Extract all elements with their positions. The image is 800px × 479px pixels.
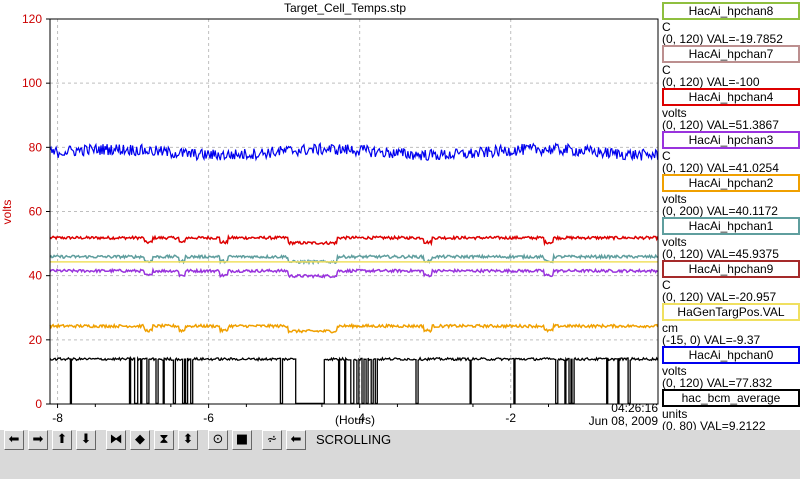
legend-item[interactable]: HacAi_hpchan1 volts (0, 120) VAL=45.9375 (660, 217, 800, 265)
y-tick-label: 20 (29, 333, 43, 347)
timestamp-time: 04:26:16 (611, 401, 658, 415)
y-axis-label: volts (0, 200, 14, 225)
legend-series-unit: units (662, 407, 688, 421)
legend-series-name[interactable]: HacAi_hpchan3 (662, 131, 800, 149)
series-line-HacAi_hpchan3 (49, 267, 659, 279)
series-line-HacAi_hpchan1 (49, 252, 658, 266)
legend-series-unit: volts (662, 192, 687, 206)
y-tick-label: 0 (35, 397, 42, 411)
legend-series-unit: C (662, 278, 671, 292)
legend-item[interactable]: HacAi_hpchan4 volts (0, 120) VAL=51.3867 (660, 88, 800, 136)
legend-item[interactable]: HaGenTargPos.VAL cm (-15, 0) VAL=-9.37 (660, 303, 800, 351)
legend-series-unit: C (662, 20, 671, 34)
series-line-HacAi_hpchan4 (49, 233, 659, 247)
legend-item[interactable]: HacAi_hpchan0 volts (0, 120) VAL=77.832 (660, 346, 800, 394)
y-tick-label: 100 (22, 76, 42, 90)
legend-item[interactable]: HacAi_hpchan9 C (0, 120) VAL=-20.957 (660, 260, 800, 308)
legend-series-range: (-15, 0) VAL=-9.37 (662, 333, 761, 347)
legend-series-range: (0, 80) VAL=9.2122 (662, 419, 766, 433)
series-line-HacAi_hpchan2 (49, 322, 659, 334)
legend-series-unit: C (662, 149, 671, 163)
chart-plot: Target_Cell_Temps.stp 0 20 40 60 80 100 120 -8 -… (0, 1, 659, 428)
scroll-left-icon[interactable]: ⬅ (4, 430, 24, 450)
zoom-in-x-icon[interactable]: ⧓ (106, 430, 126, 450)
legend-series-name[interactable]: HacAi_hpchan7 (662, 45, 800, 63)
zoom-out-y-icon[interactable]: ⬍ (178, 430, 198, 450)
toolbar: ⬅ ➡ ⬆ ⬇ ⧓ ◆ ⧗ ⬍ ⊙ ■ ⩫ ⬅ SCROLLING (0, 430, 800, 479)
legend-series-name[interactable]: HacAi_hpchan0 (662, 346, 800, 364)
zoom-in-y-icon[interactable]: ⧗ (154, 430, 174, 450)
legend-series-unit: volts (662, 235, 687, 249)
legend-series-range: (0, 120) VAL=51.3867 (662, 118, 779, 132)
legend: HacAi_hpchan8 C (0, 120) VAL=-19.7852 HacAi… (660, 0, 800, 433)
legend-series-range: (0, 120) VAL=41.0254 (662, 161, 779, 175)
x-axis-label: (Hours) (335, 413, 375, 427)
legend-item[interactable]: hac_bcm_average units (0, 80) VAL=9.2122 (660, 389, 800, 437)
legend-series-range: (0, 120) VAL=45.9375 (662, 247, 779, 261)
x-tick-label: -6 (203, 411, 214, 425)
series-line-hac_bcm_average (49, 355, 659, 405)
legend-series-unit: volts (662, 364, 687, 378)
scroll-down-icon[interactable]: ⬇ (76, 430, 96, 450)
zoom-out-x-icon[interactable]: ◆ (130, 430, 150, 450)
x-tick-label: -8 (52, 411, 63, 425)
grid (50, 19, 658, 404)
scrolling-status: SCROLLING (316, 432, 392, 447)
y-tick-label: 60 (29, 205, 43, 219)
legend-series-range: (0, 120) VAL=-100 (662, 75, 760, 89)
legend-series-unit: volts (662, 106, 687, 120)
axis-ticks: 0 20 40 60 80 100 120 -8 -6 -4 -2 (22, 12, 549, 425)
legend-series-name[interactable]: HacAi_hpchan1 (662, 217, 800, 235)
chart-title: Target_Cell_Temps.stp (284, 1, 406, 15)
back-icon[interactable]: ⬅ (286, 430, 306, 450)
legend-series-unit: C (662, 63, 671, 77)
legend-series-range: (0, 120) VAL=-20.957 (662, 290, 777, 304)
x-tick-label: -2 (505, 411, 516, 425)
legend-series-range: (0, 200) VAL=40.1172 (662, 204, 778, 218)
legend-series-name[interactable]: HacAi_hpchan4 (662, 88, 800, 106)
stop-icon[interactable]: ■ (232, 430, 252, 450)
scroll-right-icon[interactable]: ➡ (28, 430, 48, 450)
legend-series-name[interactable]: HacAi_hpchan9 (662, 260, 800, 278)
x-tick-label: -4 (354, 411, 365, 425)
series-line-HacAi_hpchan0 (49, 142, 659, 162)
legend-item[interactable]: HacAi_hpchan3 C (0, 120) VAL=41.0254 (660, 131, 800, 179)
legend-series-name[interactable]: HaGenTargPos.VAL (662, 303, 800, 321)
legend-series-range: (0, 120) VAL=-19.7852 (662, 32, 783, 46)
y-tick-label: 40 (29, 269, 43, 283)
scroll-up-icon[interactable]: ⬆ (52, 430, 72, 450)
y-tick-label: 120 (22, 12, 42, 26)
toolbar-row: ⬅ ➡ ⬆ ⬇ ⧓ ◆ ⧗ ⬍ ⊙ ■ ⩫ ⬅ (0, 430, 800, 450)
series-layer (49, 142, 659, 405)
y-tick-label: 80 (29, 140, 43, 154)
legend-item[interactable]: HacAi_hpchan8 C (0, 120) VAL=-19.7852 (660, 2, 800, 50)
legend-item[interactable]: HacAi_hpchan7 C (0, 120) VAL=-100 (660, 45, 800, 93)
legend-item[interactable]: HacAi_hpchan2 volts (0, 200) VAL=40.1172 (660, 174, 800, 222)
legend-series-name[interactable]: HacAi_hpchan8 (662, 2, 800, 20)
legend-series-name[interactable]: HacAi_hpchan2 (662, 174, 800, 192)
legend-series-unit: cm (662, 321, 678, 335)
record-icon[interactable]: ⊙ (208, 430, 228, 450)
timestamp-date: Jun 08, 2009 (589, 414, 659, 428)
legend-series-name[interactable]: hac_bcm_average (662, 389, 800, 407)
legend-series-range: (0, 120) VAL=77.832 (662, 376, 773, 390)
autoscale-icon[interactable]: ⩫ (262, 430, 282, 450)
